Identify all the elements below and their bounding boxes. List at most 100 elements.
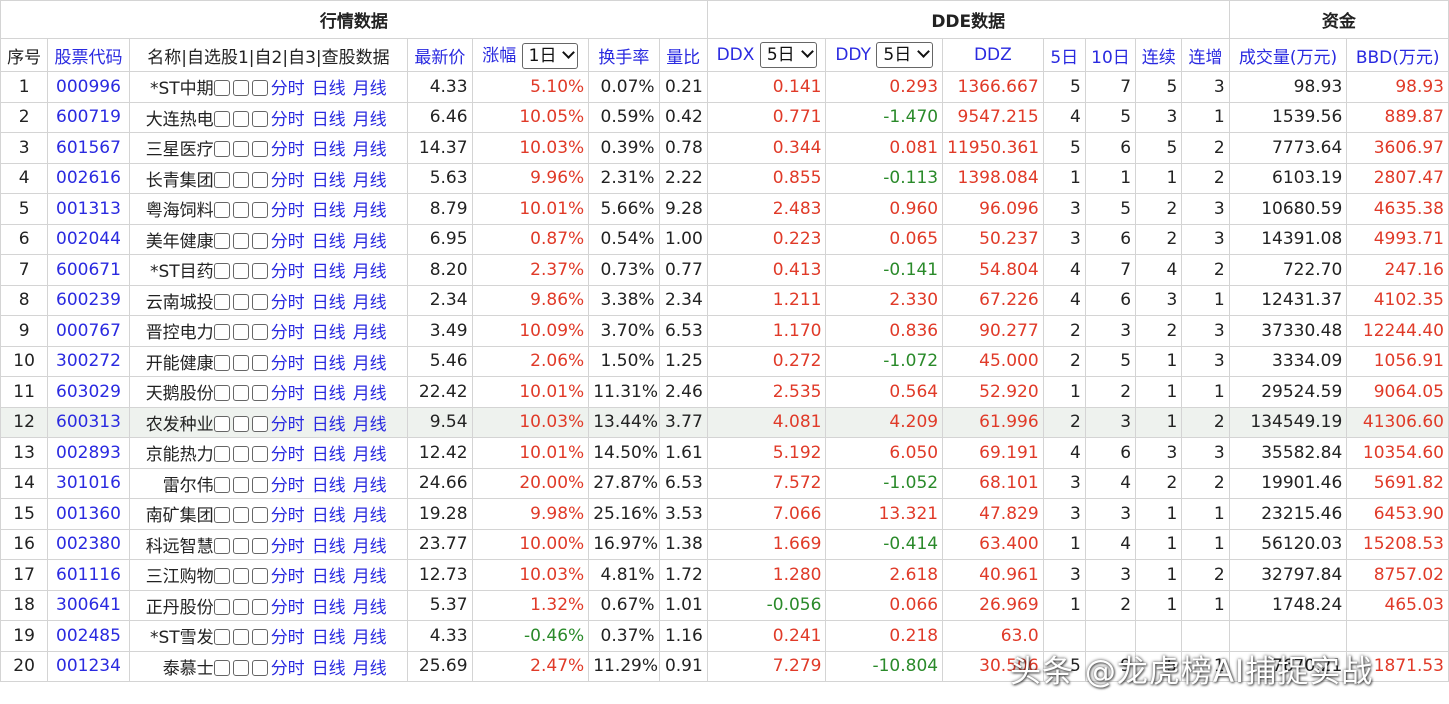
monthly-chart-link[interactable]: 月线: [352, 262, 387, 283]
col-amount[interactable]: 成交量(万元): [1228, 38, 1348, 72]
watchlist2-checkbox[interactable]: [232, 415, 249, 432]
watchlist1-checkbox[interactable]: [213, 293, 230, 310]
cell-code-link[interactable]: 600719: [47, 101, 130, 133]
watchlist2-checkbox[interactable]: [232, 232, 249, 249]
daily-chart-link[interactable]: 日线: [311, 628, 346, 649]
watchlist2-checkbox[interactable]: [232, 80, 249, 97]
col-code[interactable]: 股票代码: [47, 38, 130, 72]
watchlist1-checkbox[interactable]: [213, 385, 230, 402]
watchlist2-checkbox[interactable]: [232, 293, 249, 310]
daily-chart-link[interactable]: 日线: [311, 231, 346, 252]
intraday-link[interactable]: 分时: [270, 414, 305, 435]
watchlist2-checkbox[interactable]: [232, 324, 249, 341]
watchlist1-checkbox[interactable]: [213, 324, 230, 341]
cell-code-link[interactable]: 000767: [47, 315, 130, 347]
daily-chart-link[interactable]: 日线: [311, 445, 346, 466]
intraday-link[interactable]: 分时: [270, 353, 305, 374]
watchlist3-checkbox[interactable]: [251, 537, 268, 554]
watchlist2-checkbox[interactable]: [232, 171, 249, 188]
watchlist1-checkbox[interactable]: [213, 629, 230, 646]
monthly-chart-link[interactable]: 月线: [352, 109, 387, 130]
cell-code-link[interactable]: 001313: [47, 193, 130, 225]
cell-code-link[interactable]: 300272: [47, 345, 130, 377]
cell-code-link[interactable]: 601116: [47, 559, 130, 591]
intraday-link[interactable]: 分时: [270, 506, 305, 527]
watchlist2-checkbox[interactable]: [232, 202, 249, 219]
intraday-link[interactable]: 分时: [270, 628, 305, 649]
watchlist1-checkbox[interactable]: [213, 537, 230, 554]
daily-chart-link[interactable]: 日线: [311, 658, 346, 679]
col-ddy-label[interactable]: DDY: [835, 45, 871, 65]
daily-chart-link[interactable]: 日线: [311, 536, 346, 557]
daily-chart-link[interactable]: 日线: [311, 170, 346, 191]
monthly-chart-link[interactable]: 月线: [352, 536, 387, 557]
daily-chart-link[interactable]: 日线: [311, 414, 346, 435]
monthly-chart-link[interactable]: 月线: [352, 201, 387, 222]
cell-code-link[interactable]: 001234: [47, 650, 130, 682]
intraday-link[interactable]: 分时: [270, 384, 305, 405]
intraday-link[interactable]: 分时: [270, 140, 305, 161]
watchlist3-checkbox[interactable]: [251, 232, 268, 249]
monthly-chart-link[interactable]: 月线: [352, 79, 387, 100]
intraday-link[interactable]: 分时: [270, 262, 305, 283]
watchlist3-checkbox[interactable]: [251, 324, 268, 341]
col-increase[interactable]: 连增: [1181, 38, 1230, 72]
monthly-chart-link[interactable]: 月线: [352, 170, 387, 191]
watchlist3-checkbox[interactable]: [251, 568, 268, 585]
monthly-chart-link[interactable]: 月线: [352, 658, 387, 679]
daily-chart-link[interactable]: 日线: [311, 323, 346, 344]
watchlist3-checkbox[interactable]: [251, 446, 268, 463]
watchlist2-checkbox[interactable]: [232, 263, 249, 280]
daily-chart-link[interactable]: 日线: [311, 567, 346, 588]
daily-chart-link[interactable]: 日线: [311, 597, 346, 618]
watchlist3-checkbox[interactable]: [251, 415, 268, 432]
intraday-link[interactable]: 分时: [270, 201, 305, 222]
intraday-link[interactable]: 分时: [270, 445, 305, 466]
watchlist2-checkbox[interactable]: [232, 598, 249, 615]
watchlist3-checkbox[interactable]: [251, 385, 268, 402]
watchlist3-checkbox[interactable]: [251, 507, 268, 524]
cell-code-link[interactable]: 002485: [47, 620, 130, 652]
watchlist3-checkbox[interactable]: [251, 629, 268, 646]
cell-code-link[interactable]: 002616: [47, 162, 130, 194]
daily-chart-link[interactable]: 日线: [311, 79, 346, 100]
watchlist2-checkbox[interactable]: [232, 537, 249, 554]
watchlist1-checkbox[interactable]: [213, 598, 230, 615]
watchlist3-checkbox[interactable]: [251, 110, 268, 127]
watchlist3-checkbox[interactable]: [251, 141, 268, 158]
watchlist2-checkbox[interactable]: [232, 476, 249, 493]
change-period-select[interactable]: 1日: [521, 43, 579, 69]
monthly-chart-link[interactable]: 月线: [352, 475, 387, 496]
intraday-link[interactable]: 分时: [270, 79, 305, 100]
ddx-period-select[interactable]: 5日: [759, 42, 817, 68]
intraday-link[interactable]: 分时: [270, 658, 305, 679]
cell-code-link[interactable]: 002044: [47, 223, 130, 255]
watchlist3-checkbox[interactable]: [251, 293, 268, 310]
watchlist1-checkbox[interactable]: [213, 476, 230, 493]
watchlist2-checkbox[interactable]: [232, 568, 249, 585]
daily-chart-link[interactable]: 日线: [311, 201, 346, 222]
watchlist1-checkbox[interactable]: [213, 80, 230, 97]
monthly-chart-link[interactable]: 月线: [352, 353, 387, 374]
daily-chart-link[interactable]: 日线: [311, 475, 346, 496]
ddy-period-select[interactable]: 5日: [876, 42, 934, 68]
monthly-chart-link[interactable]: 月线: [352, 628, 387, 649]
monthly-chart-link[interactable]: 月线: [352, 445, 387, 466]
daily-chart-link[interactable]: 日线: [311, 292, 346, 313]
intraday-link[interactable]: 分时: [270, 323, 305, 344]
monthly-chart-link[interactable]: 月线: [352, 567, 387, 588]
col-turnover[interactable]: 换手率: [588, 38, 660, 72]
watchlist2-checkbox[interactable]: [232, 354, 249, 371]
watchlist3-checkbox[interactable]: [251, 171, 268, 188]
watchlist3-checkbox[interactable]: [251, 263, 268, 280]
monthly-chart-link[interactable]: 月线: [352, 140, 387, 161]
monthly-chart-link[interactable]: 月线: [352, 597, 387, 618]
cell-code-link[interactable]: 001360: [47, 498, 130, 530]
watchlist1-checkbox[interactable]: [213, 232, 230, 249]
watchlist3-checkbox[interactable]: [251, 202, 268, 219]
cell-code-link[interactable]: 600671: [47, 254, 130, 286]
watchlist1-checkbox[interactable]: [213, 354, 230, 371]
watchlist1-checkbox[interactable]: [213, 659, 230, 676]
cell-code-link[interactable]: 000996: [47, 71, 130, 103]
daily-chart-link[interactable]: 日线: [311, 353, 346, 374]
